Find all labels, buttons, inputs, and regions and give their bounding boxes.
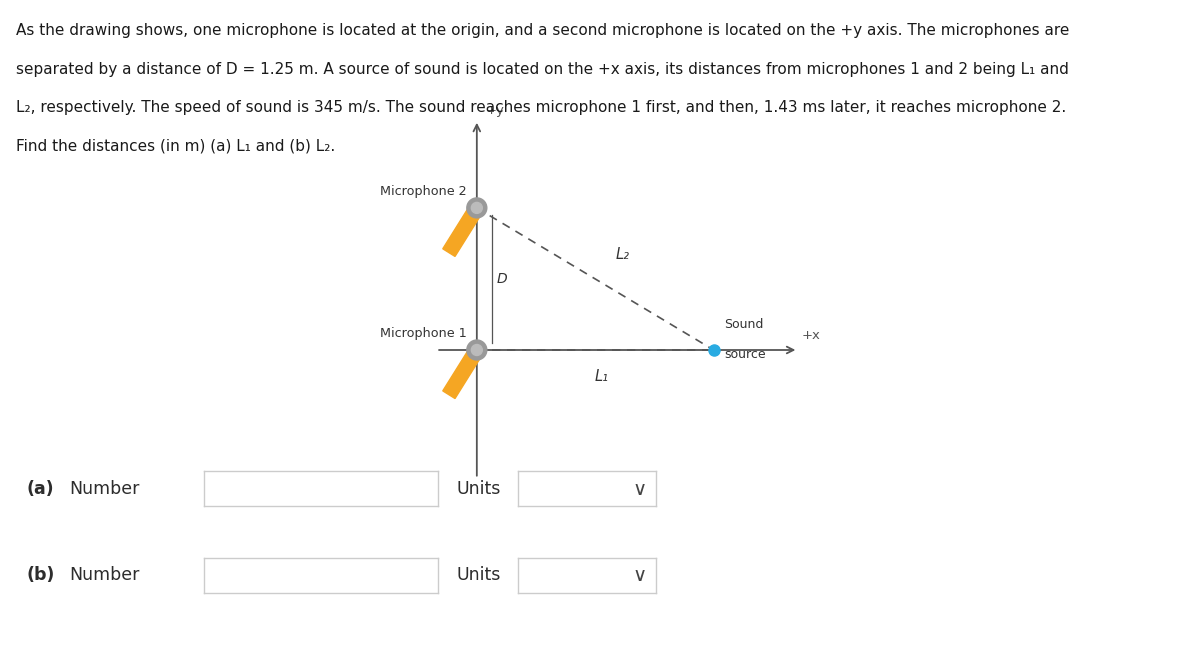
Text: separated by a distance of D = 1.25 m. A source of sound is located on the +x ax: separated by a distance of D = 1.25 m. A… <box>16 62 1068 77</box>
Circle shape <box>467 340 487 360</box>
Text: Number: Number <box>70 479 140 498</box>
Text: i: i <box>188 566 193 585</box>
Text: As the drawing shows, one microphone is located at the origin, and a second micr: As the drawing shows, one microphone is … <box>16 23 1069 39</box>
Text: (a): (a) <box>26 479 54 498</box>
Text: Units: Units <box>456 479 500 498</box>
Text: L₁: L₁ <box>595 368 610 384</box>
Text: Microphone 1: Microphone 1 <box>380 327 467 340</box>
Text: L₂: L₂ <box>616 247 630 262</box>
Text: ∨: ∨ <box>632 480 647 499</box>
Text: Find the distances (in m) (a) L₁ and (b) L₂.: Find the distances (in m) (a) L₁ and (b)… <box>16 139 335 154</box>
Text: +x: +x <box>802 329 821 342</box>
Text: L₂, respectively. The speed of sound is 345 m/s. The sound reaches microphone 1 : L₂, respectively. The speed of sound is … <box>16 100 1066 116</box>
Text: +y: +y <box>485 104 504 116</box>
Text: Sound: Sound <box>724 319 763 331</box>
Text: i: i <box>188 479 193 498</box>
Text: D: D <box>497 272 508 286</box>
Text: ∨: ∨ <box>632 567 647 585</box>
Polygon shape <box>443 204 482 257</box>
Text: source: source <box>724 348 766 361</box>
Text: Number: Number <box>70 566 140 585</box>
Circle shape <box>472 202 482 213</box>
Polygon shape <box>443 346 482 398</box>
Text: Units: Units <box>456 566 500 585</box>
Circle shape <box>467 198 487 218</box>
Text: Microphone 2: Microphone 2 <box>380 185 467 198</box>
Text: (b): (b) <box>26 566 55 585</box>
Circle shape <box>472 344 482 356</box>
